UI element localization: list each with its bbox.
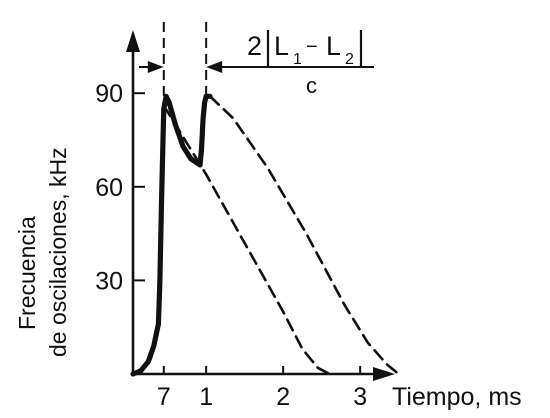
x-axis-arrowhead (373, 367, 395, 381)
y-axis-label-line1: Frecuencia (14, 216, 40, 330)
y-tick-label: 60 (95, 174, 123, 202)
x-tick-label: 1 (199, 383, 213, 411)
y-ticks: 30 60 90 (95, 80, 145, 295)
x-tick-label: 3 (353, 383, 367, 411)
x-tick-label: 2 (276, 383, 290, 411)
dashed-decay-line-1 (162, 104, 331, 376)
y-tick-label: 30 (95, 267, 123, 295)
interval-arrowhead-right (206, 61, 223, 73)
formula-l1: L (274, 31, 289, 61)
x-axis-label: Tiempo, ms (392, 383, 522, 411)
x-tick-label: 7 (157, 383, 171, 411)
interval-annotation: 2 L 1− L 2c (139, 22, 374, 110)
y-axis-label-line2: de oscilaciones, kHz (45, 147, 71, 357)
axes (126, 30, 395, 381)
formula-minus: − (306, 36, 318, 58)
solid-frequency-line (130, 93, 213, 377)
formula-coefficient: 2 (247, 31, 262, 61)
formula-l2: L (326, 31, 341, 61)
y-axis-arrowhead (126, 30, 140, 52)
interval-arrowhead-left (147, 61, 164, 73)
formula-l2-subscript: 2 (345, 51, 354, 68)
formula-denominator: c (306, 73, 317, 98)
y-tick-label: 90 (95, 80, 123, 108)
formula-l1-subscript: 1 (293, 51, 302, 68)
dashed-decay-line-2 (208, 95, 400, 376)
series-lines (130, 93, 400, 377)
